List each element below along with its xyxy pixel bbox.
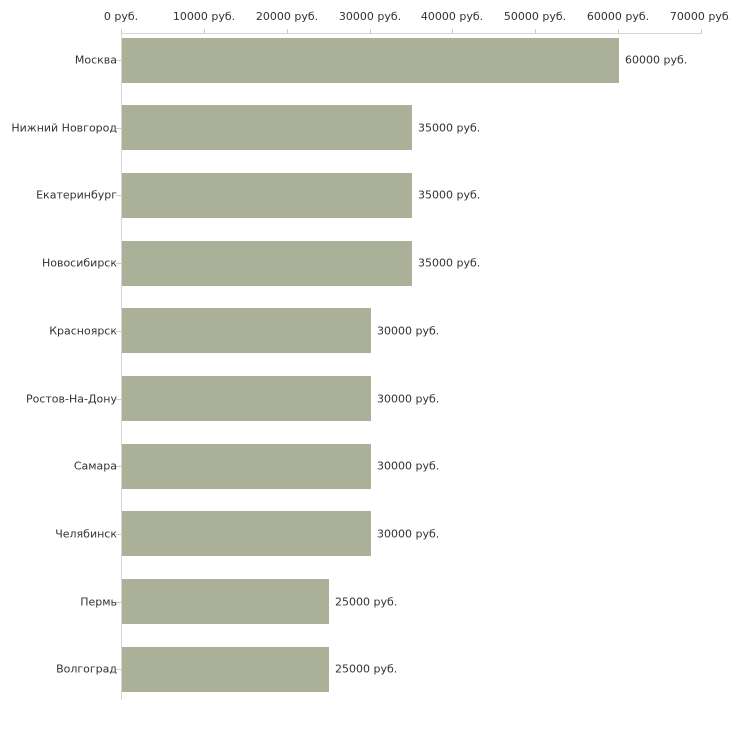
bar-ростов-на-дону [122,376,371,421]
value-label: 35000 руб. [418,256,481,270]
category-label: Новосибирск [41,256,117,270]
y-axis-tick-mark [116,669,121,670]
x-axis-tick-mark [701,29,702,34]
bar-самара [122,444,371,489]
y-axis-line [121,33,122,700]
bar-челябинск [122,511,371,556]
x-axis-line [121,33,701,34]
y-axis-tick-mark [116,263,121,264]
category-label: Екатеринбург [36,188,117,202]
value-label: 30000 руб. [377,459,440,473]
x-axis-tick-mark [287,29,288,34]
x-axis-tick-label: 10000 руб. [172,10,236,23]
bar-пермь [122,579,329,624]
x-axis-tick-label: 70000 руб. [669,10,730,23]
y-axis-tick-mark [116,60,121,61]
x-axis-tick-label: 0 руб. [103,10,139,23]
x-axis-tick-mark [535,29,536,34]
x-axis-tick-mark [204,29,205,34]
bar-красноярск [122,308,371,353]
bar-нижний-новгород [122,105,412,150]
y-axis-tick-mark [116,195,121,196]
bar-волгоград [122,647,329,692]
x-axis-tick-mark [121,29,122,34]
x-axis-tick-mark [370,29,371,34]
category-label: Самара [73,459,117,473]
value-label: 30000 руб. [377,527,440,541]
value-label: 25000 руб. [335,662,398,676]
category-label: Красноярск [49,324,117,338]
value-label: 25000 руб. [335,595,398,609]
y-axis-tick-mark [116,331,121,332]
y-axis-tick-mark [116,602,121,603]
bar-москва [122,38,619,83]
bar-новосибирск [122,241,412,286]
value-label: 30000 руб. [377,324,440,338]
x-axis-tick-label: 30000 руб. [338,10,402,23]
x-axis-tick-label: 20000 руб. [255,10,319,23]
value-label: 60000 руб. [625,53,688,67]
x-axis-tick-label: 50000 руб. [503,10,567,23]
plot-area: 0 руб. 10000 руб. 20000 руб. 30000 руб. 4000… [11,10,730,700]
category-label: Нижний Новгород [11,121,117,135]
y-axis-tick-mark [116,534,121,535]
category-label: Ростов-На-Дону [25,392,117,406]
value-label: 35000 руб. [418,121,481,135]
x-axis-tick-mark [618,29,619,34]
category-label: Челябинск [55,527,117,541]
x-axis-tick-label: 40000 руб. [420,10,484,23]
category-label: Волгоград [56,662,117,676]
y-axis-tick-mark [116,466,121,467]
x-axis-tick-mark [452,29,453,34]
value-label: 30000 руб. [377,392,440,406]
category-label: Пермь [80,595,117,609]
x-axis-tick-label: 60000 руб. [586,10,650,23]
y-axis-tick-mark [116,399,121,400]
bar-екатеринбург [122,173,412,218]
value-label: 35000 руб. [418,188,481,202]
y-axis-tick-mark [116,128,121,129]
category-label: Москва [74,53,117,67]
